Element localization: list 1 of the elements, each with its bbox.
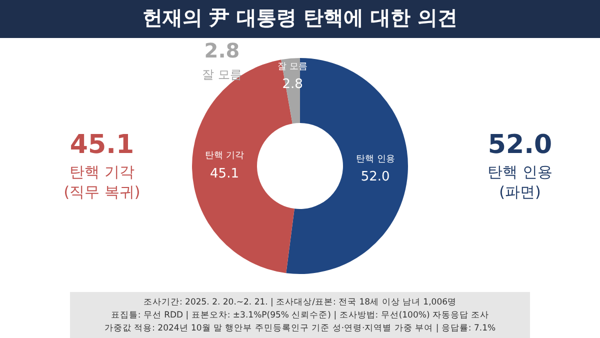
title: 헌재의 尹 대통령 탄핵에 대한 의견: [142, 5, 458, 30]
